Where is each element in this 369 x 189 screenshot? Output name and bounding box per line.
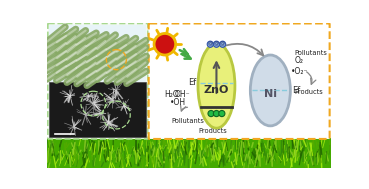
- Bar: [47, 138, 331, 168]
- Text: @: @: [220, 42, 225, 47]
- Text: H₂O: H₂O: [164, 90, 179, 99]
- Text: O₂: O₂: [294, 56, 303, 65]
- FancyBboxPatch shape: [48, 23, 148, 139]
- Text: @: @: [208, 42, 213, 47]
- Circle shape: [220, 41, 226, 47]
- Circle shape: [208, 110, 214, 117]
- Circle shape: [213, 41, 220, 47]
- Text: OH⁻: OH⁻: [175, 90, 190, 99]
- Text: Pollutants: Pollutants: [294, 50, 327, 56]
- Circle shape: [154, 33, 176, 55]
- Text: Products: Products: [198, 128, 227, 134]
- Text: ZnO: ZnO: [204, 85, 229, 95]
- Text: Pollutants: Pollutants: [172, 118, 204, 124]
- Text: Ef: Ef: [188, 78, 196, 87]
- Text: @: @: [214, 42, 219, 47]
- Ellipse shape: [250, 55, 290, 126]
- Ellipse shape: [198, 43, 235, 128]
- Bar: [49, 25, 146, 82]
- Text: Ni: Ni: [264, 89, 277, 99]
- FancyBboxPatch shape: [149, 23, 330, 139]
- Text: Ef: Ef: [292, 86, 300, 95]
- Text: Products: Products: [294, 89, 323, 95]
- Text: •O₂⁻: •O₂⁻: [291, 67, 308, 75]
- Bar: [49, 82, 146, 137]
- Text: •OH: •OH: [170, 98, 186, 107]
- Circle shape: [213, 110, 220, 117]
- Circle shape: [207, 41, 213, 47]
- Circle shape: [219, 110, 225, 117]
